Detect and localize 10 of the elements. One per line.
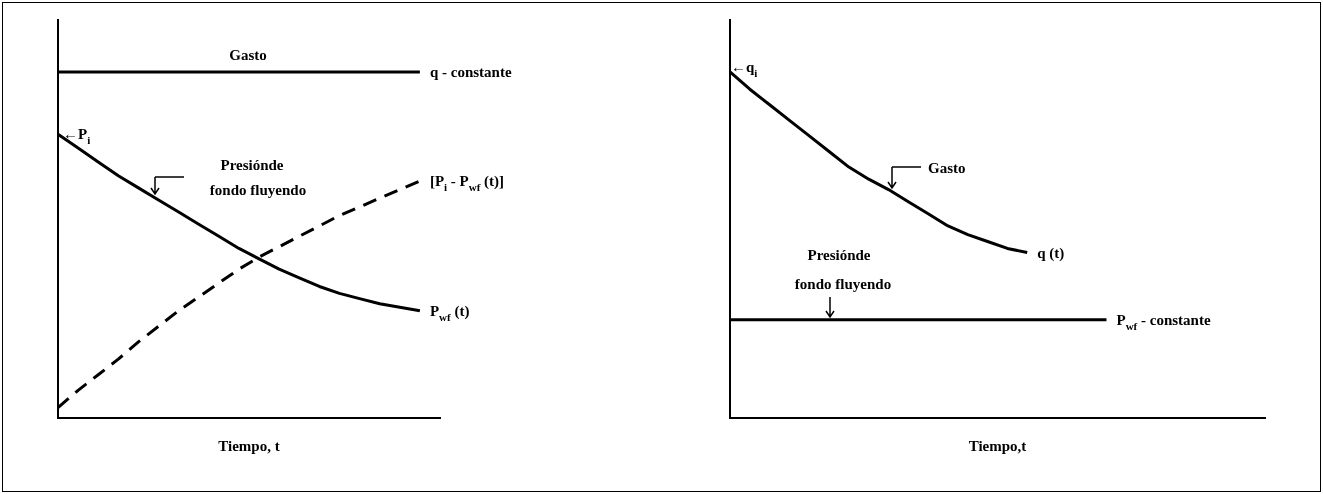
text: Gasto [229,47,267,63]
series-label: q (t) [1037,244,1065,262]
annotation: Presiónde [807,247,871,263]
x-axis-title: Tiempo, t [218,438,280,454]
annotation: Gasto [928,160,966,176]
annotation: fondo fluyendo [794,276,892,292]
x-axis-title: Tiempo,t [968,438,1027,454]
annotation: fondo fluyendo [209,182,307,198]
series-label: q - constante [429,63,512,80]
annotation: Presiónde [220,157,284,173]
